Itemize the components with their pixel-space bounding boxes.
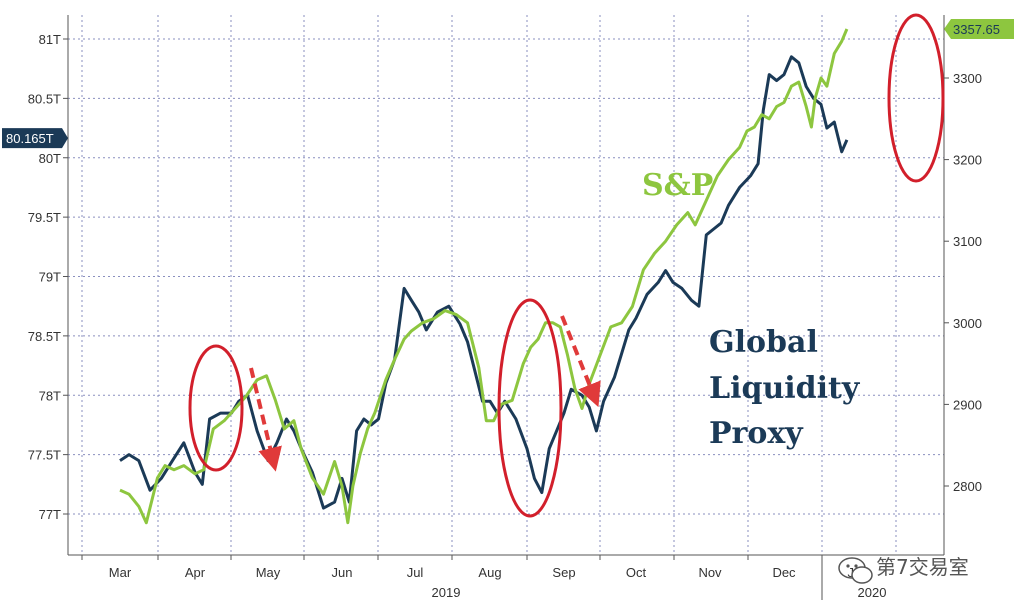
month-label: Mar [109,565,132,580]
month-label: Sep [552,565,575,580]
left-axis-ticks: 77T 77.5T 78T 78.5T 79T 79.5T 80T 80.5T 81T [28,32,68,522]
series-labels: S&P Global Liquidity Proxy [642,168,861,451]
year-label: 2019 [432,585,461,600]
month-label: Nov [698,565,722,580]
trend-arrow [560,315,601,408]
highlight-circle [887,13,945,183]
watermark: 第7交易室 [838,555,969,584]
right-tick-label: 2800 [953,479,982,494]
watermark-text: 第7交易室 [876,555,969,579]
series-line-global-liquidity [119,55,849,510]
label-proxy: Proxy [709,416,804,451]
label-liquidity: Liquidity [709,371,861,406]
right-tick-label: 3300 [953,71,982,86]
left-tick-label: 81T [39,32,61,47]
highlight-circle [188,344,244,472]
month-label: Dec [772,565,796,580]
label-sp: S&P [642,168,713,203]
right-tick-label: 3200 [953,153,982,168]
last-value-tags: 80.165T 3357.65 [2,19,1014,149]
month-label: Oct [626,565,647,580]
left-tick-label: 80.5T [28,91,61,106]
month-label: Jul [407,565,424,580]
wechat-logo-icon [838,557,873,584]
right-last-value-tag [944,19,1014,39]
left-tick-label: 77.5T [28,448,61,463]
left-tick-label: 78T [39,388,61,403]
left-tick-label: 80T [39,151,61,166]
month-label: May [256,565,281,580]
left-tick-label: 79.5T [28,210,61,225]
right-tick-label: 3100 [953,234,982,249]
left-tick-label: 79T [39,270,61,285]
right-axis-ticks: 2800 2900 3000 3100 3200 3300 [944,71,982,494]
left-last-value-tag [2,128,68,149]
label-global: Global [709,325,818,360]
year-label: 2020 [858,585,887,600]
month-ticks: MarAprMayJunJulAugSepOctNovDecJan2019202… [81,555,887,600]
right-last-value-text: 3357.65 [953,22,1000,37]
month-label: Aug [478,565,501,580]
left-tick-label: 78.5T [28,329,61,344]
left-last-value-text: 80.165T [6,131,54,146]
highlight-circle [497,298,563,518]
month-label: Apr [185,565,206,580]
right-tick-label: 3000 [953,316,982,331]
month-label: Jun [332,565,353,580]
axes [67,15,945,600]
left-tick-label: 77T [39,507,61,522]
grid-lines [68,15,944,555]
annotations [188,13,945,518]
right-tick-label: 2900 [953,397,982,412]
